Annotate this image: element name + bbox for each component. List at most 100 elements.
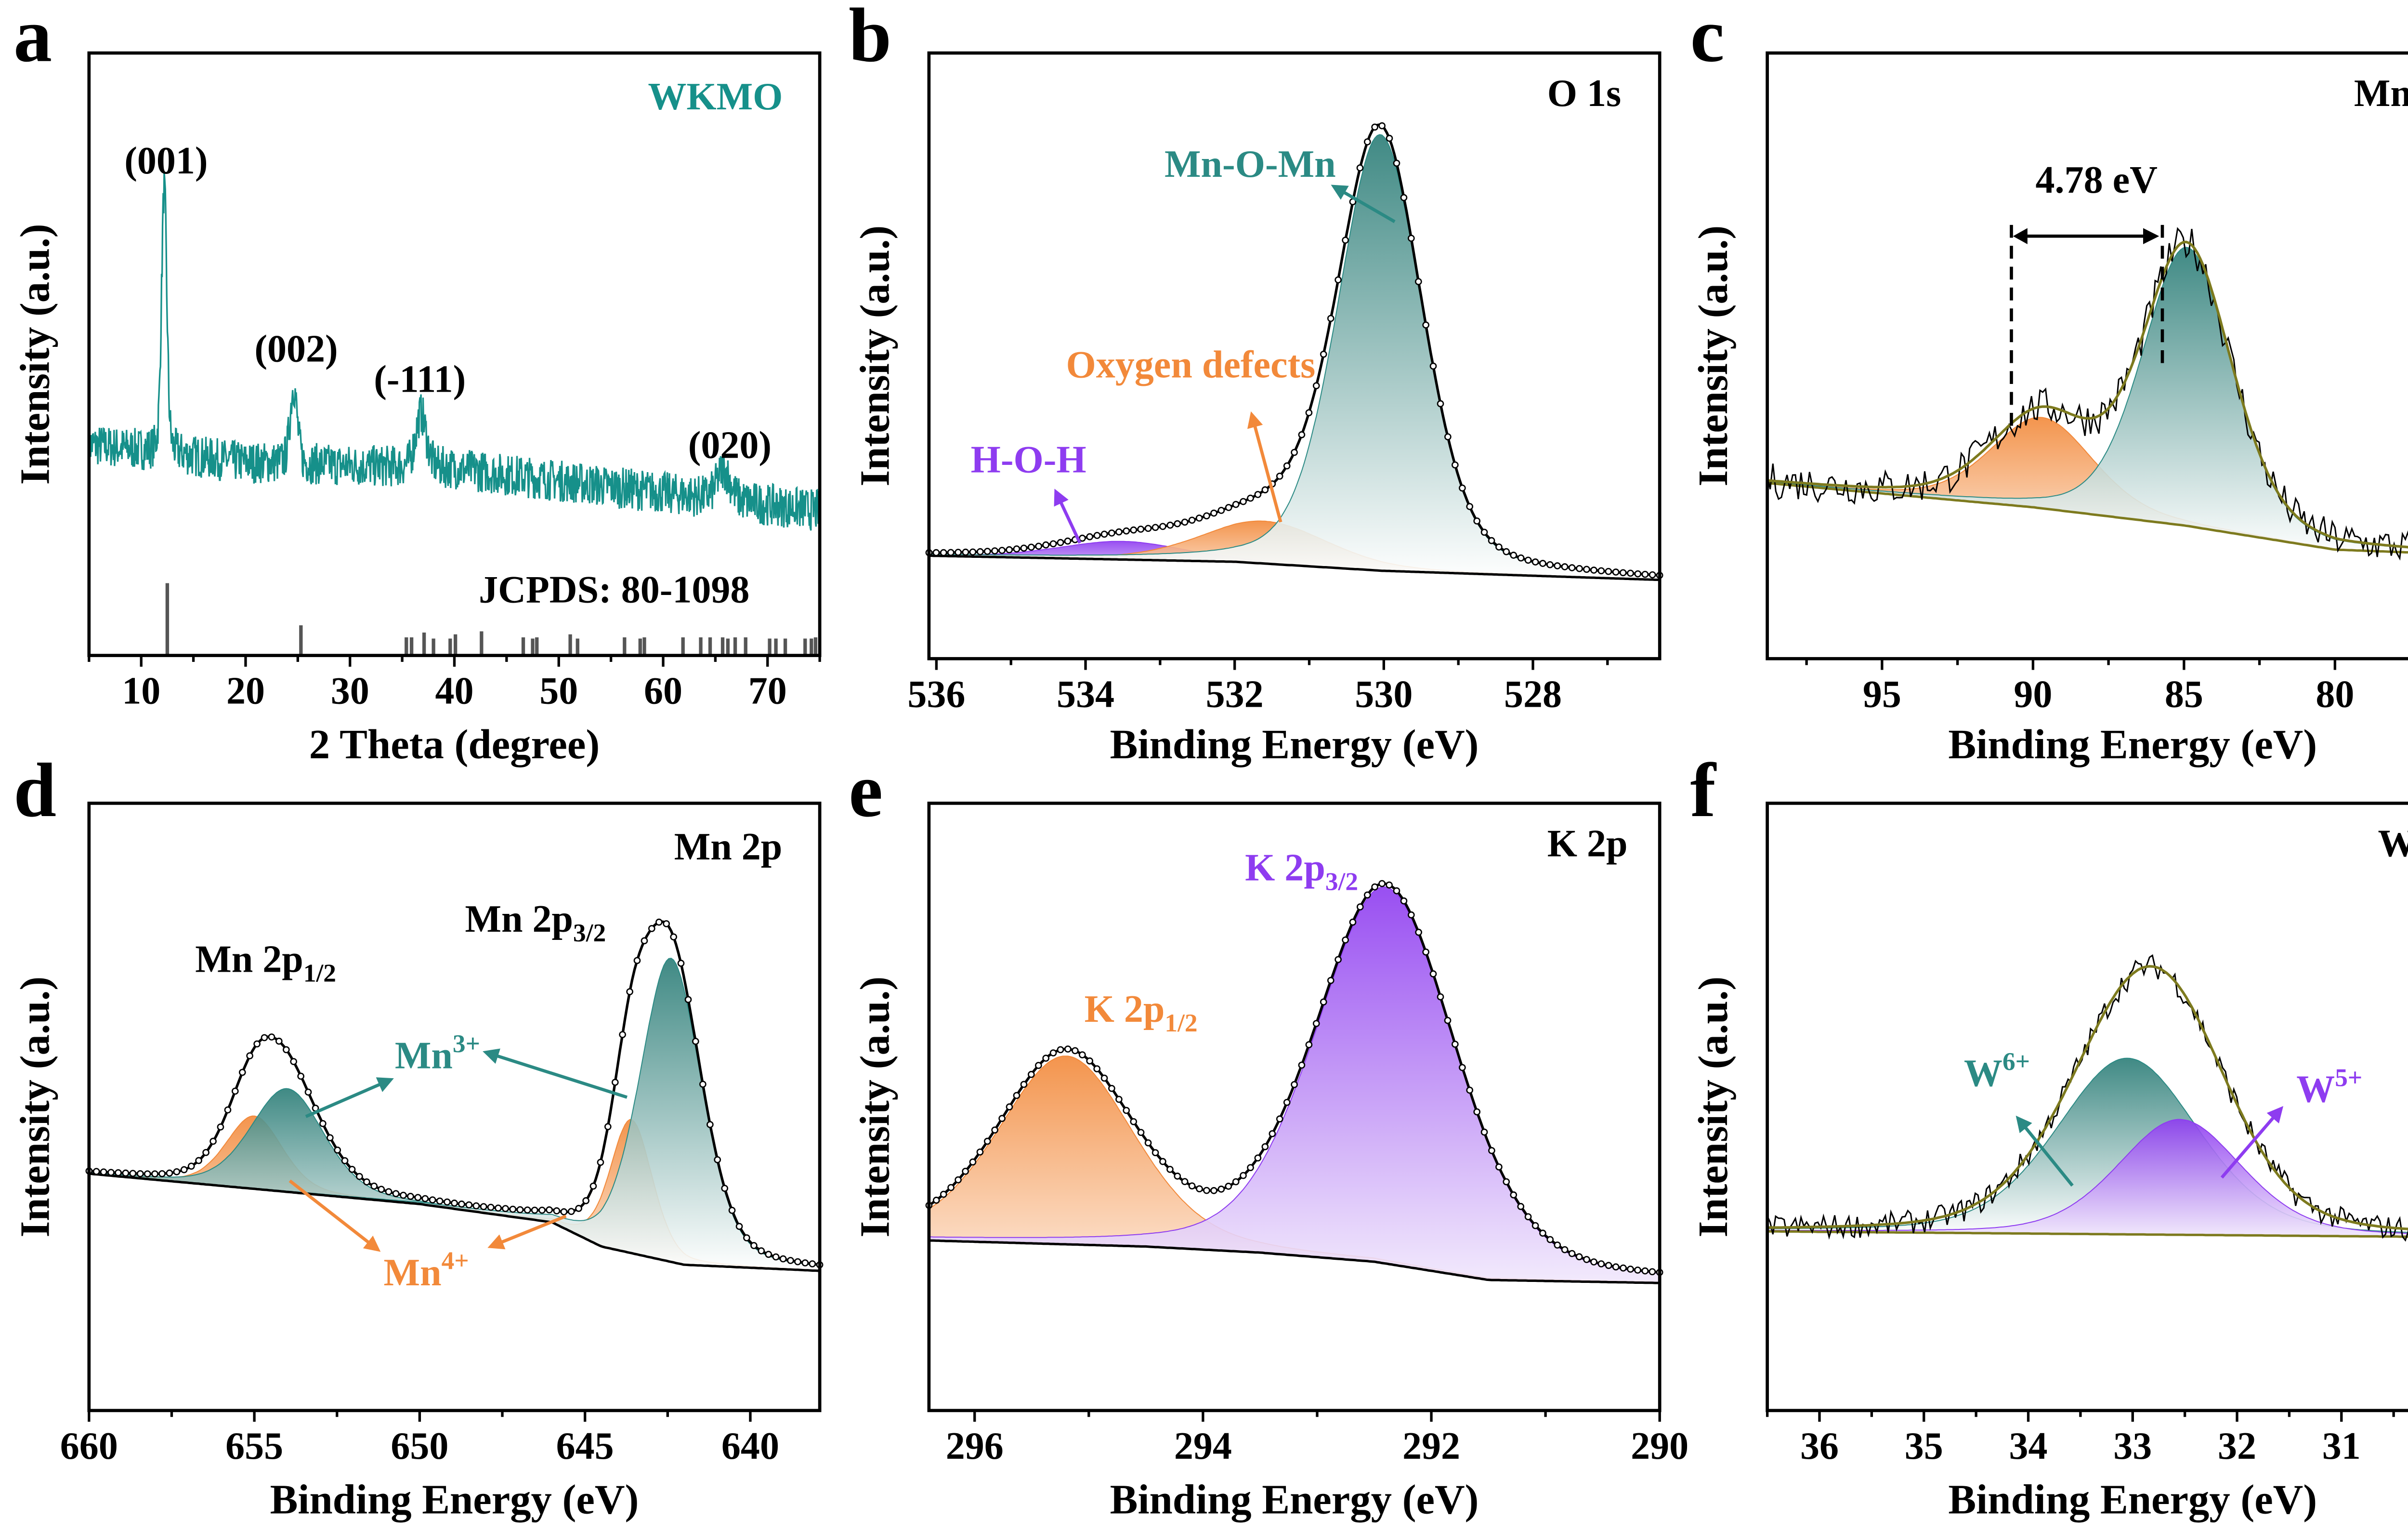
panel-f: 36353433323130Binding Energy (eV)Intensi… bbox=[1690, 747, 2408, 1522]
data-point bbox=[1210, 1187, 1217, 1194]
data-point bbox=[1072, 1047, 1079, 1055]
data-point bbox=[1539, 560, 1546, 567]
data-point bbox=[1130, 1118, 1138, 1125]
x-tick-label: 70 bbox=[748, 670, 787, 713]
data-point bbox=[1327, 977, 1335, 984]
data-point bbox=[392, 1190, 400, 1198]
x-tick-label: 85 bbox=[2165, 673, 2203, 715]
reference-card-label: JCPDS: 80-1098 bbox=[479, 569, 749, 611]
sample-label: WKMO bbox=[648, 76, 783, 118]
data-point bbox=[502, 1205, 509, 1213]
data-point bbox=[714, 1156, 721, 1163]
peak-label-base: K 2p bbox=[1085, 988, 1165, 1030]
data-point bbox=[1283, 1098, 1291, 1106]
data-point bbox=[1414, 278, 1422, 285]
data-point bbox=[1166, 521, 1174, 529]
data-point bbox=[290, 1058, 298, 1065]
data-point bbox=[619, 1031, 626, 1038]
data-point bbox=[195, 1157, 202, 1164]
x-tick-label: 33 bbox=[2113, 1425, 2152, 1467]
x-tick-label: 660 bbox=[60, 1425, 118, 1467]
species-label-sup: 4+ bbox=[442, 1246, 469, 1275]
plot-frame bbox=[1766, 51, 2408, 660]
data-point bbox=[735, 1223, 743, 1230]
data-point bbox=[100, 1168, 107, 1176]
background-line bbox=[929, 554, 1660, 581]
data-point bbox=[1627, 1266, 1634, 1273]
data-point bbox=[187, 1162, 195, 1170]
x-axis-label: Binding Energy (eV) bbox=[1948, 1476, 2317, 1522]
data-point bbox=[458, 1201, 465, 1208]
data-point bbox=[998, 547, 1006, 554]
x-tick-label: 536 bbox=[907, 673, 965, 715]
data-point bbox=[1356, 903, 1364, 911]
data-point bbox=[1217, 1186, 1225, 1193]
data-point bbox=[509, 1205, 517, 1213]
data-point bbox=[1159, 523, 1166, 530]
data-point bbox=[641, 937, 648, 945]
data-point bbox=[597, 1159, 604, 1166]
data-point bbox=[400, 1191, 407, 1199]
panel-c: 9590858075Binding Energy (eV)Intensity (… bbox=[1690, 0, 2408, 767]
data-point bbox=[1291, 1081, 1298, 1088]
x-axis-label: 2 Theta (degree) bbox=[309, 721, 600, 767]
data-point bbox=[1517, 554, 1525, 562]
peak-index-label: (002) bbox=[254, 328, 338, 370]
data-point bbox=[1123, 1107, 1130, 1114]
data-point bbox=[1093, 532, 1101, 539]
data-point bbox=[1225, 504, 1232, 511]
data-point bbox=[983, 548, 991, 555]
raw-data-line bbox=[1767, 954, 2408, 1242]
panel-letter: e bbox=[849, 747, 883, 833]
data-point bbox=[1034, 1062, 1042, 1069]
data-point bbox=[1035, 542, 1042, 550]
data-point bbox=[1225, 1183, 1232, 1190]
data-point bbox=[1232, 1178, 1240, 1186]
x-tick-label: 292 bbox=[1402, 1425, 1460, 1467]
data-point bbox=[611, 1079, 619, 1086]
arrow bbox=[483, 1048, 628, 1099]
data-point bbox=[575, 1205, 582, 1212]
data-point bbox=[955, 1176, 962, 1184]
data-point bbox=[1049, 540, 1057, 548]
y-axis-label: Intensity (a.u.) bbox=[852, 977, 898, 1238]
species-label: W6+ bbox=[1964, 1047, 2030, 1095]
data-point bbox=[1064, 537, 1072, 545]
data-point bbox=[1429, 362, 1437, 370]
data-point bbox=[1291, 449, 1298, 456]
data-point bbox=[261, 1034, 268, 1042]
peak-label-base: Mn 2p bbox=[465, 898, 574, 940]
data-point bbox=[1554, 562, 1561, 569]
data-point bbox=[582, 1197, 589, 1204]
data-point bbox=[1203, 512, 1210, 520]
x-tick-label: 530 bbox=[1355, 673, 1413, 715]
data-point bbox=[144, 1170, 151, 1178]
species-label: Mn3+ bbox=[395, 1029, 480, 1077]
data-point bbox=[932, 549, 940, 556]
peak-label-base: K 2p bbox=[1245, 846, 1325, 889]
data-point bbox=[969, 1158, 977, 1166]
data-point bbox=[1254, 491, 1262, 498]
data-point bbox=[1356, 164, 1364, 172]
x-axis-label: Binding Energy (eV) bbox=[1110, 721, 1479, 767]
data-point bbox=[217, 1123, 224, 1131]
data-point bbox=[750, 1242, 758, 1249]
x-tick-label: 640 bbox=[721, 1425, 779, 1467]
data-point bbox=[1575, 1253, 1583, 1261]
x-tick-label: 36 bbox=[1800, 1425, 1839, 1467]
data-point bbox=[707, 1121, 714, 1128]
data-point bbox=[1371, 123, 1378, 131]
data-point bbox=[1276, 473, 1283, 480]
data-point bbox=[1407, 911, 1415, 919]
data-point bbox=[1495, 543, 1503, 551]
data-point bbox=[1335, 276, 1342, 284]
data-point bbox=[421, 1195, 429, 1202]
data-point bbox=[275, 1037, 283, 1045]
data-point bbox=[1115, 528, 1123, 536]
y-axis-label: Intensity (a.u.) bbox=[12, 224, 58, 485]
data-point bbox=[341, 1157, 349, 1164]
data-point bbox=[969, 548, 977, 556]
arrow bbox=[2015, 1115, 2074, 1187]
data-point bbox=[1480, 1128, 1488, 1136]
data-point bbox=[1240, 498, 1247, 505]
